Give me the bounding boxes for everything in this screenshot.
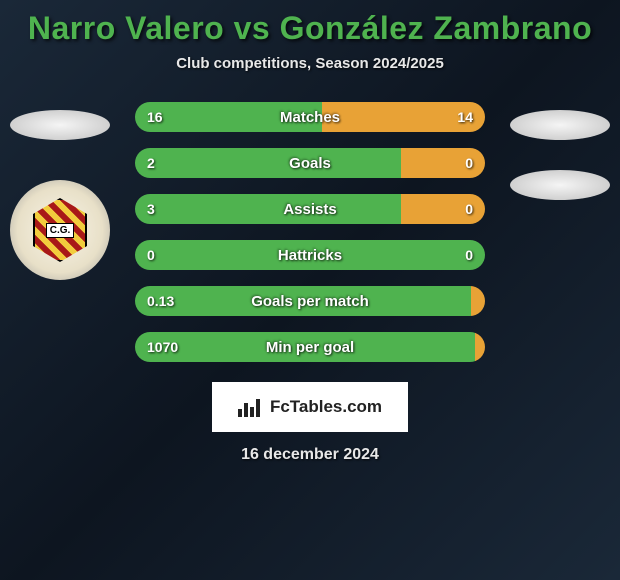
stat-bar: Matches16 14 [135, 102, 485, 132]
page-title: Narro Valero vs González Zambrano [0, 0, 620, 47]
stat-value-left: 0.13 [147, 286, 174, 316]
player-badge-placeholder-right-2 [510, 170, 610, 200]
stat-value-right: 0 [465, 240, 473, 270]
stat-bar: Goals per match0.13 [135, 286, 485, 316]
stat-value-right: 0 [465, 194, 473, 224]
chart-bars-icon [238, 397, 264, 417]
club-badge-left: C.G. [10, 180, 110, 280]
stat-value-left: 3 [147, 194, 155, 224]
stat-label: Min per goal [135, 332, 485, 362]
stat-label: Hattricks [135, 240, 485, 270]
logo-text: FcTables.com [270, 397, 382, 417]
stat-bar: Hattricks0 0 [135, 240, 485, 270]
club-crest-icon: C.G. [33, 198, 87, 262]
left-badges: C.G. [10, 110, 110, 280]
stat-bar: Goals2 0 [135, 148, 485, 178]
stat-value-right: 14 [457, 102, 473, 132]
subtitle: Club competitions, Season 2024/2025 [0, 55, 620, 72]
stat-value-left: 0 [147, 240, 155, 270]
stat-label: Assists [135, 194, 485, 224]
stat-value-left: 1070 [147, 332, 178, 362]
stat-bar: Min per goal1070 [135, 332, 485, 362]
player-badge-placeholder-right-1 [510, 110, 610, 140]
stat-value-right: 0 [465, 148, 473, 178]
date-label: 16 december 2024 [0, 446, 620, 464]
stat-label: Goals [135, 148, 485, 178]
stat-value-left: 2 [147, 148, 155, 178]
fctables-logo: FcTables.com [212, 382, 408, 432]
stat-value-left: 16 [147, 102, 163, 132]
stat-label: Goals per match [135, 286, 485, 316]
stat-bar: Assists3 0 [135, 194, 485, 224]
stat-label: Matches [135, 102, 485, 132]
player-badge-placeholder-left [10, 110, 110, 140]
right-badges [510, 110, 610, 280]
club-crest-initials: C.G. [46, 223, 75, 238]
